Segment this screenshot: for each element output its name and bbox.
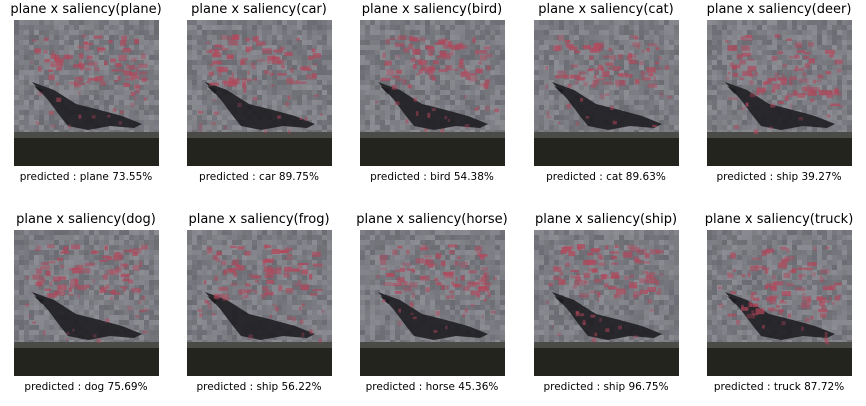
prediction-caption: predicted : bird 54.38% (370, 171, 494, 183)
panel-plane: plane x saliency(plane) predicted : plan… (6, 0, 166, 190)
prediction-caption: predicted : ship 96.75% (543, 381, 669, 393)
panel-deer: plane x saliency(deer) predicted : ship … (699, 0, 859, 190)
panel-cat: plane x saliency(cat) predicted : cat 89… (526, 0, 686, 190)
saliency-image (534, 230, 679, 376)
panel-title: plane x saliency(dog) (16, 212, 156, 227)
prediction-caption: predicted : ship 39.27% (716, 171, 842, 183)
saliency-image (14, 230, 159, 376)
saliency-image (360, 230, 505, 376)
panel-ship: plane x saliency(ship) predicted : ship … (526, 210, 686, 400)
panel-title: plane x saliency(frog) (188, 212, 330, 227)
prediction-caption: predicted : ship 56.22% (196, 381, 322, 393)
saliency-image (534, 20, 679, 166)
panel-title: plane x saliency(horse) (356, 212, 508, 227)
panel-title: plane x saliency(cat) (538, 2, 674, 17)
panel-car: plane x saliency(car) predicted : car 89… (179, 0, 339, 190)
panel-title: plane x saliency(plane) (10, 2, 162, 17)
prediction-caption: predicted : car 89.75% (199, 171, 319, 183)
panel-title: plane x saliency(truck) (704, 212, 854, 227)
panel-horse: plane x saliency(horse) predicted : hors… (352, 210, 512, 400)
saliency-image (14, 20, 159, 166)
panel-title: plane x saliency(ship) (534, 212, 678, 227)
saliency-image (360, 20, 505, 166)
panel-frog: plane x saliency(frog) predicted : ship … (179, 210, 339, 400)
panel-dog: plane x saliency(dog) predicted : dog 75… (6, 210, 166, 400)
saliency-image (187, 20, 332, 166)
panel-title: plane x saliency(car) (191, 2, 327, 17)
prediction-caption: predicted : cat 89.63% (546, 171, 666, 183)
prediction-caption: predicted : truck 87.72% (713, 381, 845, 393)
panel-bird: plane x saliency(bird) predicted : bird … (352, 0, 512, 190)
saliency-image (707, 230, 852, 376)
saliency-image (187, 230, 332, 376)
panel-title: plane x saliency(deer) (706, 2, 852, 17)
saliency-image (707, 20, 852, 166)
prediction-caption: predicted : dog 75.69% (24, 381, 148, 393)
panel-title: plane x saliency(bird) (361, 2, 503, 17)
prediction-caption: predicted : horse 45.36% (365, 381, 499, 393)
prediction-caption: predicted : plane 73.55% (19, 171, 153, 183)
panel-truck: plane x saliency(truck) predicted : truc… (699, 210, 859, 400)
